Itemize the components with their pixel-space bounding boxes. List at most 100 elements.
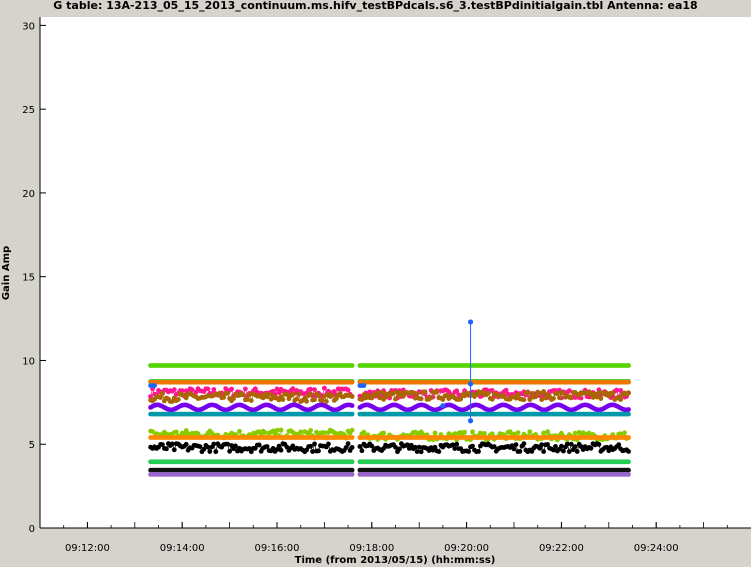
data-point <box>331 389 337 394</box>
data-point <box>511 431 517 437</box>
data-point <box>428 395 434 400</box>
data-point <box>229 386 235 392</box>
data-point <box>418 396 424 402</box>
data-point <box>349 379 355 385</box>
data-point <box>444 392 450 398</box>
data-point <box>193 389 199 395</box>
data-point <box>290 443 296 449</box>
data-point <box>243 386 248 392</box>
data-point <box>349 363 355 368</box>
data-point <box>375 390 381 396</box>
outlier-point <box>467 418 474 424</box>
data-point <box>513 395 519 401</box>
data-point <box>310 449 315 454</box>
data-point <box>201 446 207 452</box>
data-point <box>412 444 418 450</box>
y-tick-label: 20 <box>22 189 35 200</box>
y-tick-label: 10 <box>22 356 35 367</box>
data-point <box>525 390 531 395</box>
x-tick-label: 09:18:00 <box>349 543 394 554</box>
data-point <box>452 431 458 437</box>
data-point <box>189 387 195 393</box>
data-point <box>175 397 181 402</box>
data-point <box>533 394 539 399</box>
data-point <box>290 391 296 397</box>
data-point <box>173 429 179 435</box>
data-point <box>586 430 592 436</box>
data-point <box>248 398 254 403</box>
data-point <box>290 386 296 391</box>
data-point <box>381 397 386 402</box>
data-point <box>150 429 156 434</box>
data-point <box>393 444 398 450</box>
data-point <box>278 447 284 453</box>
data-point <box>458 396 464 402</box>
data-point <box>568 395 574 401</box>
data-point <box>359 397 365 402</box>
data-point <box>326 441 331 447</box>
data-point <box>169 399 175 404</box>
x-tick-label: 09:16:00 <box>255 543 300 554</box>
data-point <box>266 391 272 397</box>
data-point <box>308 428 313 433</box>
data-point <box>410 390 416 395</box>
data-point <box>213 449 219 455</box>
data-point <box>349 403 355 408</box>
data-point <box>606 448 612 454</box>
data-point <box>349 467 355 473</box>
data-point <box>284 392 290 397</box>
data-point <box>416 444 422 450</box>
data-point <box>280 397 286 402</box>
data-point <box>246 392 252 398</box>
data-point <box>225 441 231 447</box>
data-point <box>564 441 570 447</box>
data-point <box>171 447 177 453</box>
data-point <box>598 396 604 401</box>
data-point <box>349 394 355 399</box>
data-point <box>590 395 596 400</box>
data-point <box>160 390 165 396</box>
data-point <box>588 445 594 451</box>
data-point <box>296 391 302 397</box>
data-point <box>312 387 317 392</box>
data-point <box>482 431 487 436</box>
outlier-layer <box>440 319 474 424</box>
data-point <box>397 446 402 452</box>
data-point <box>414 449 420 454</box>
data-point <box>434 389 440 395</box>
data-point <box>541 449 546 454</box>
data-point <box>381 430 386 436</box>
data-point <box>359 448 365 454</box>
outlier-point <box>467 381 474 387</box>
y-axis-label: Gain Amp <box>1 246 12 300</box>
chart-title: G table: 13A-213_05_15_2013_continuum.ms… <box>53 0 698 12</box>
data-point <box>489 396 495 402</box>
data-point <box>485 390 491 396</box>
data-point <box>401 393 406 399</box>
data-point <box>594 394 600 400</box>
data-point <box>517 449 523 454</box>
data-point <box>322 385 327 391</box>
data-point <box>197 444 203 449</box>
data-point <box>171 387 177 392</box>
data-point <box>169 441 175 447</box>
data-point <box>345 387 351 393</box>
data-point <box>626 459 631 465</box>
data-point <box>618 388 623 393</box>
data-point <box>566 449 572 454</box>
data-point <box>618 397 623 402</box>
data-point <box>237 428 242 434</box>
data-point <box>513 442 519 447</box>
data-point <box>470 443 475 449</box>
data-point <box>298 429 304 435</box>
data-point <box>626 472 631 477</box>
data-point <box>345 441 351 446</box>
data-point <box>553 444 558 449</box>
data-point <box>541 389 546 394</box>
data-point <box>322 430 327 436</box>
data-point <box>539 397 545 403</box>
data-point <box>312 397 317 403</box>
data-point <box>568 441 574 447</box>
data-point <box>211 387 217 392</box>
